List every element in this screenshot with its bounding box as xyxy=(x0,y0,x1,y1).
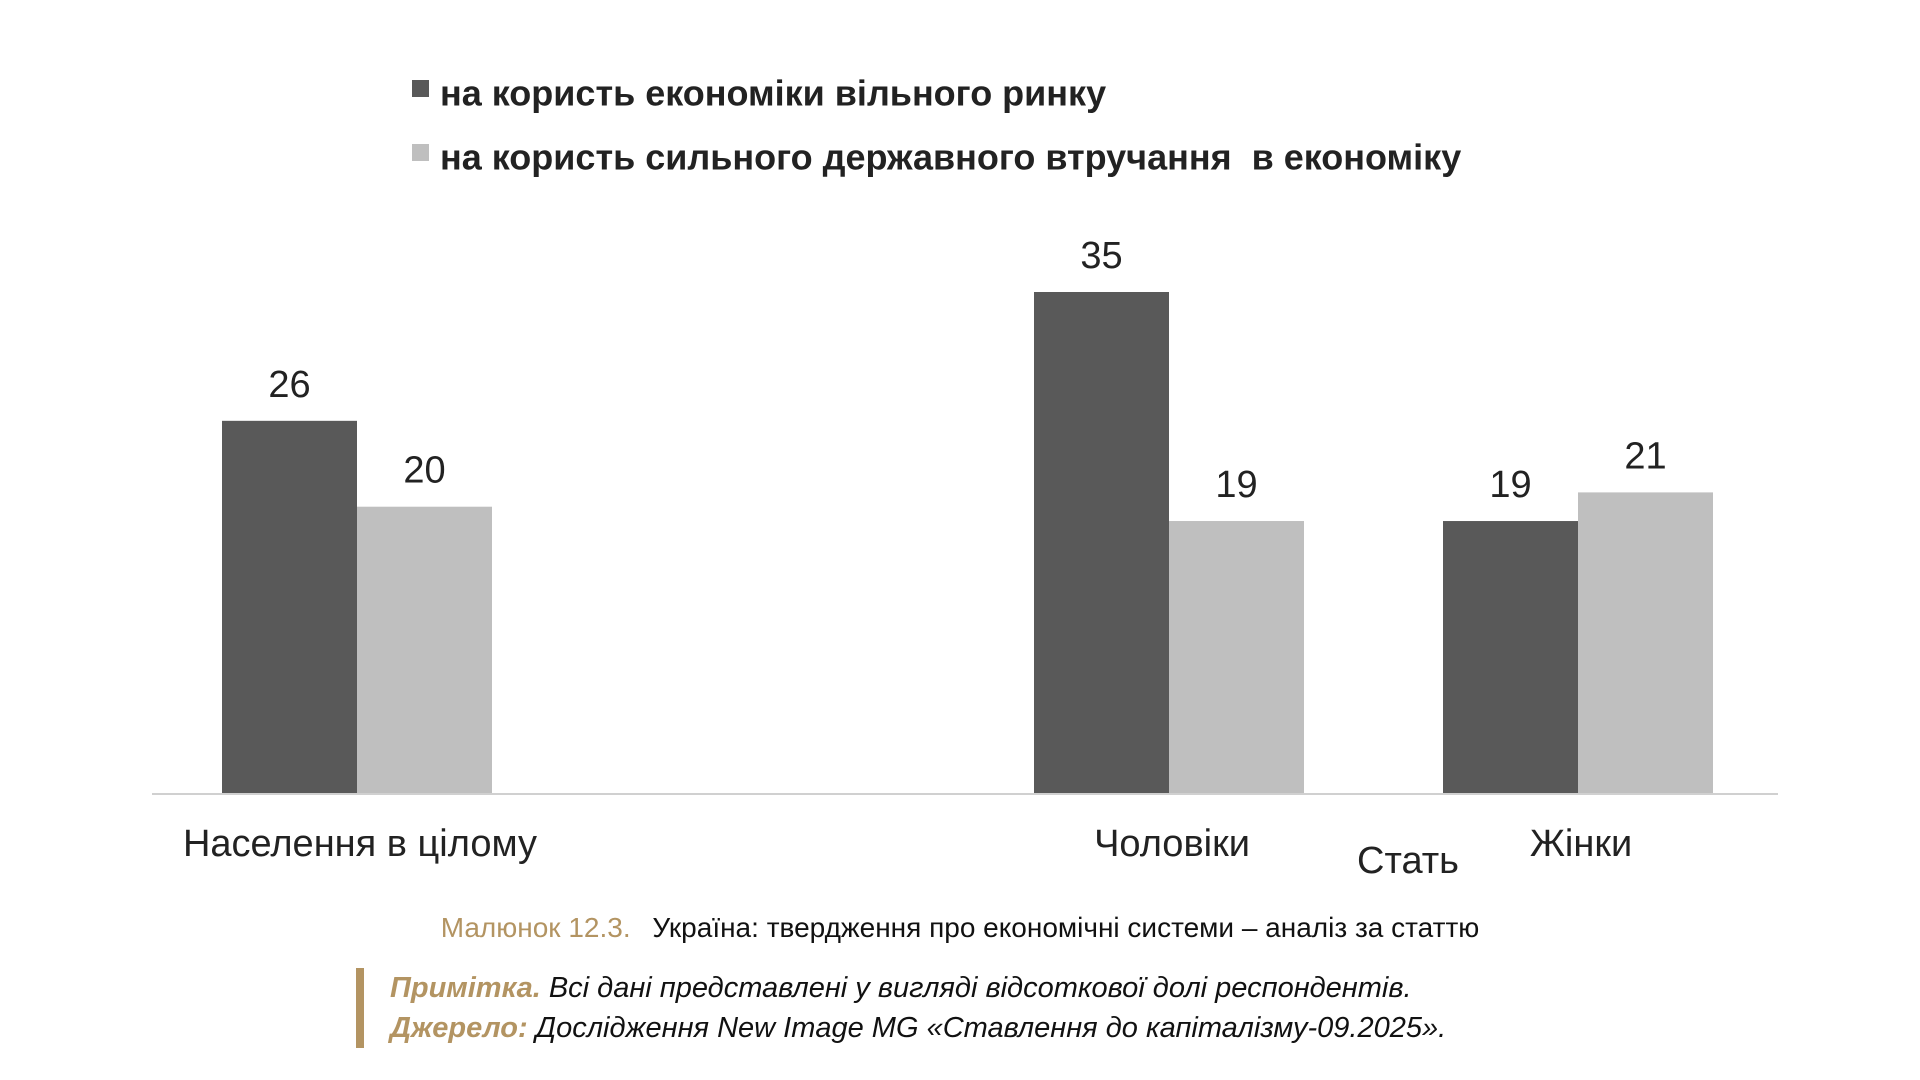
value-label-жінки-series-2: 21 xyxy=(1624,435,1666,477)
legend-swatch-2 xyxy=(412,144,429,161)
category-label-2: Чоловіки xyxy=(1094,823,1250,865)
source-label: Джерело: xyxy=(390,1012,528,1044)
bar-чоловіки-series-1 xyxy=(1034,292,1169,793)
value-label-населення-в-цілому-series-1: 26 xyxy=(268,364,310,406)
note-text: Всі дані представлені у вигляді відсотко… xyxy=(548,972,1412,1004)
figure-title: Україна: твердження про економічні систе… xyxy=(652,912,1480,943)
note-line: Примітка. Всі дані представлені у вигляді… xyxy=(390,968,1446,1008)
note-label: Примітка. xyxy=(390,972,541,1004)
value-label-населення-в-цілому-series-2: 20 xyxy=(403,450,445,492)
legend-label-2: на користь сильного державного втручання… xyxy=(440,137,1461,178)
bar-чоловіки-series-2 xyxy=(1169,521,1304,793)
x-axis-title: Стать xyxy=(1357,840,1459,882)
value-label-чоловіки-series-2: 19 xyxy=(1215,464,1257,506)
bar-населення-в-цілому-series-2 xyxy=(357,506,492,793)
figure-caption: Малюнок 12.3. Україна: твердження про ек… xyxy=(0,912,1920,944)
bar-жінки-series-1 xyxy=(1443,521,1578,793)
category-label-3: Жінки xyxy=(1530,823,1632,865)
value-label-жінки-series-1: 19 xyxy=(1489,464,1531,506)
source-line: Джерело: Дослідження New Image MG «Ставле… xyxy=(390,1008,1446,1048)
legend-label-1: на користь економіки вільного ринку xyxy=(440,73,1106,114)
legend-swatch-1 xyxy=(412,80,429,97)
figure-label: Малюнок 12.3. xyxy=(440,912,631,943)
value-label-чоловіки-series-1: 35 xyxy=(1080,235,1122,277)
category-label-1: Населення в цілому xyxy=(183,823,537,865)
bar-населення-в-цілому-series-1 xyxy=(222,420,357,793)
bar-жінки-series-2 xyxy=(1578,492,1713,793)
source-text: Дослідження New Image MG «Ставлення до к… xyxy=(535,1012,1447,1044)
notes-block: Примітка. Всі дані представлені у вигляді… xyxy=(356,968,1446,1048)
